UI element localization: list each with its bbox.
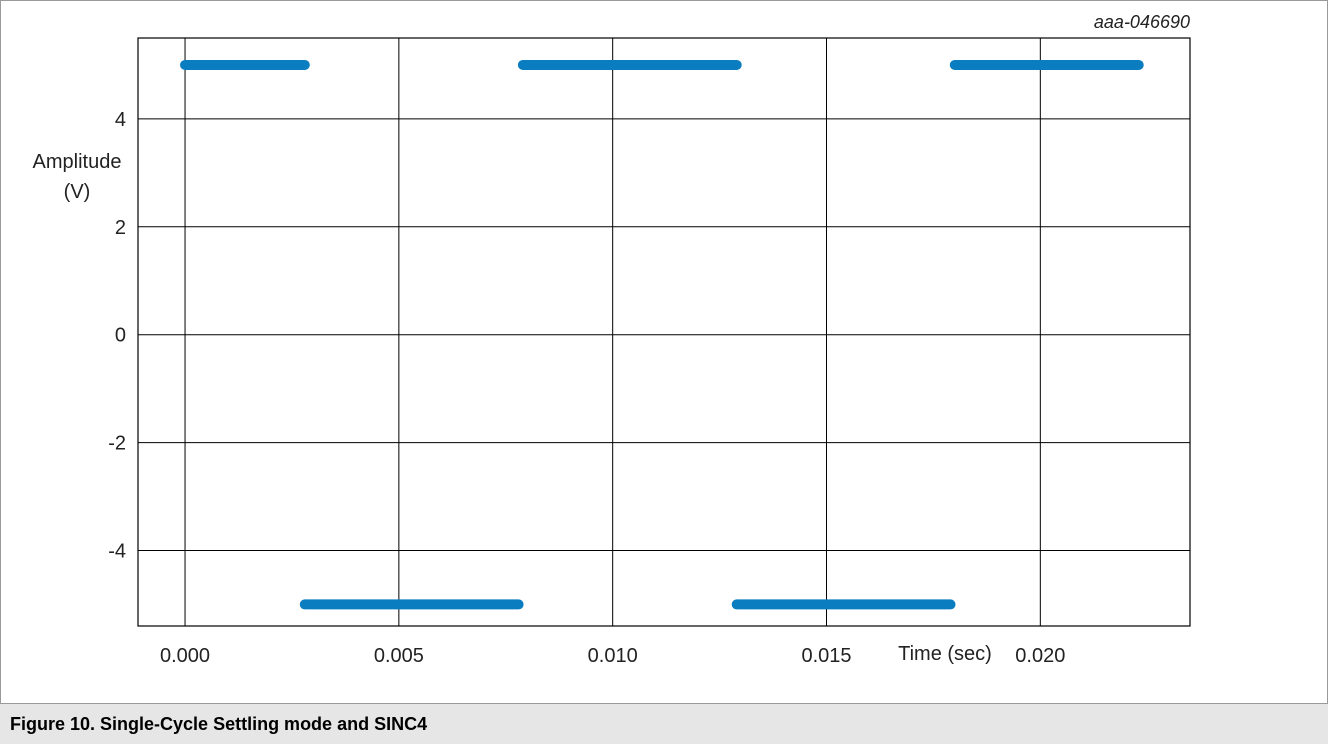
- plot-area: [137, 37, 1191, 627]
- grid: [138, 38, 1190, 626]
- y-tick-label: 0: [115, 325, 126, 347]
- y-axis-unit: (V): [64, 181, 91, 203]
- chart: 4 2 0 -2 -4 0.000 0.005 0.010 0.015 0.020 Amplit…: [33, 12, 1191, 667]
- x-tick-label: 0.010: [588, 645, 638, 667]
- y-tick-labels: 4 2 0 -2 -4: [108, 109, 126, 563]
- y-tick-label: 2: [115, 217, 126, 239]
- x-tick-label: 0.000: [160, 645, 210, 667]
- y-axis-label: Amplitude: [33, 151, 122, 173]
- y-tick-label: 4: [115, 109, 126, 131]
- x-tick-labels: 0.000 0.005 0.010 0.015 0.020: [160, 645, 1065, 667]
- figure-caption: Figure 10. Single-Cycle Settling mode an…: [10, 714, 428, 734]
- y-tick-label: -2: [108, 433, 126, 455]
- data-series: [180, 59, 1144, 610]
- caption-band: Figure 10. Single-Cycle Settling mode an…: [0, 703, 1328, 744]
- figure-id: aaa-046690: [1094, 12, 1190, 32]
- y-tick-label: -4: [108, 540, 126, 562]
- x-axis-label: Time (sec): [898, 643, 992, 665]
- x-tick-label: 0.015: [801, 645, 851, 667]
- x-tick-label: 0.005: [374, 645, 424, 667]
- x-tick-label: 0.020: [1015, 645, 1065, 667]
